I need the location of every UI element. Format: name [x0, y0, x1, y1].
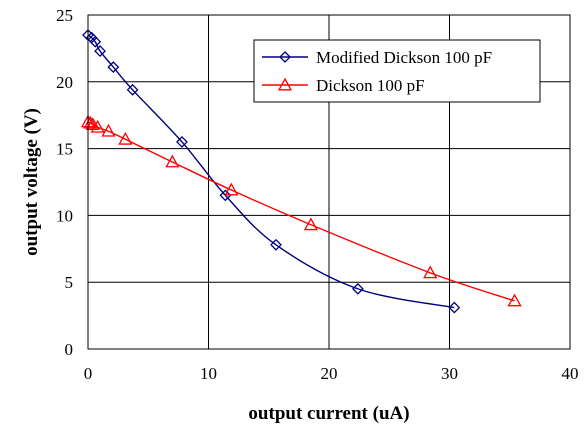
- legend-label: Modified Dickson 100 pF: [316, 48, 492, 67]
- data-point-triangle: [507, 293, 522, 307]
- legend-items: Modified Dickson 100 pF Dickson 100 pF: [262, 48, 492, 95]
- y-tick-label: 10: [56, 206, 73, 225]
- x-tick-label: 40: [562, 364, 579, 383]
- data-point-diamond: [94, 45, 106, 57]
- legend-box: [253, 39, 541, 103]
- y-tick-label: 0: [65, 340, 74, 359]
- data-point-diamond: [89, 35, 102, 48]
- data-point-triangle: [165, 154, 180, 168]
- data-point-diamond: [126, 83, 139, 96]
- data-point-diamond: [270, 238, 282, 251]
- data-point-diamond: [448, 301, 461, 314]
- series-triangle: [80, 114, 522, 307]
- data-point-triangle: [90, 119, 105, 133]
- data-point-triangle: [118, 131, 133, 145]
- legend-item: Modified Dickson 100 pF: [262, 48, 492, 67]
- series-line: [87, 34, 455, 309]
- y-tick-label: 5: [65, 273, 74, 292]
- data-point-triangle: [83, 115, 98, 129]
- tick-labels: 0 10 20 30 40 0 5 10 15 20 25: [56, 6, 579, 383]
- data-point-triangle: [101, 123, 116, 137]
- x-tick-label: 10: [200, 364, 217, 383]
- data-point-diamond: [279, 51, 291, 63]
- data-point-triangle: [224, 182, 239, 196]
- y-tick-label: 15: [56, 140, 73, 159]
- data-point-triangle: [423, 265, 438, 279]
- data-point-diamond: [219, 189, 232, 202]
- data-point-triangle: [277, 77, 293, 91]
- plot-border: [87, 14, 571, 350]
- legend-label: Dickson 100 pF: [316, 76, 425, 95]
- legend-item: Dickson 100 pF: [262, 76, 425, 95]
- legend: Modified Dickson 100 pF Dickson 100 pF: [253, 39, 541, 103]
- x-tick-label: 30: [441, 364, 458, 383]
- y-axis-title: output voltage (V): [21, 108, 42, 256]
- data-point-diamond: [352, 282, 364, 295]
- y-tick-label: 20: [56, 73, 73, 92]
- x-tick-label: 20: [321, 364, 338, 383]
- data-point-diamond: [107, 61, 120, 74]
- x-axis-title: output current (uA): [248, 403, 409, 424]
- y-tick-label: 25: [56, 6, 73, 25]
- x-tick-label: 0: [84, 364, 93, 383]
- data-point-diamond: [176, 136, 188, 148]
- data-point-triangle: [303, 217, 319, 231]
